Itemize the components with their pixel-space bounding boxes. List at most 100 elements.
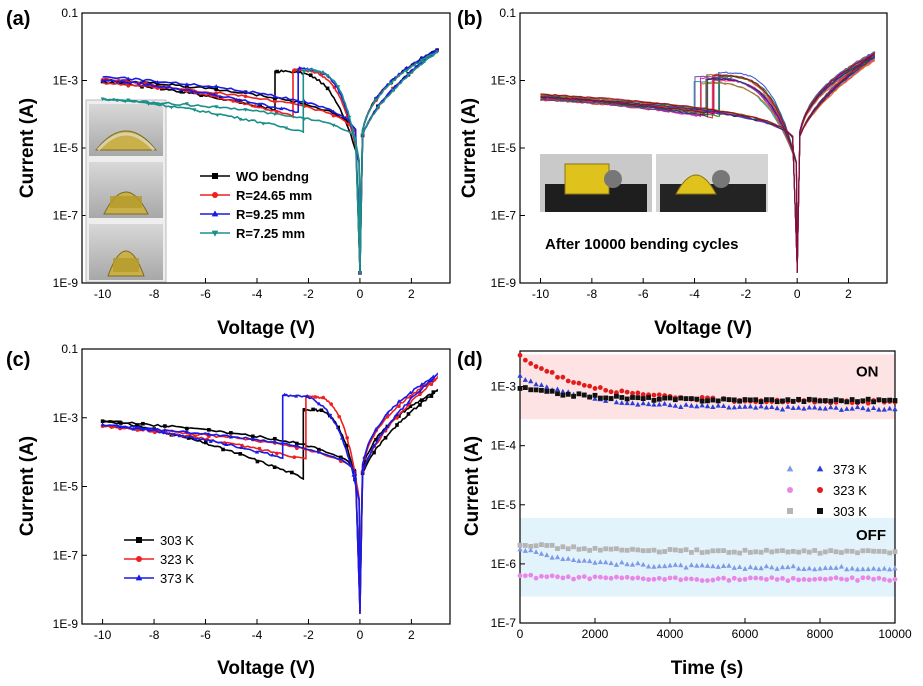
data-point bbox=[747, 564, 753, 570]
data-point bbox=[284, 126, 289, 131]
series-323-k-off bbox=[517, 572, 898, 584]
data-point bbox=[806, 565, 812, 571]
data-point bbox=[651, 401, 657, 407]
data-point bbox=[801, 577, 807, 582]
data-point bbox=[517, 573, 523, 579]
y-tick-label: 1E-3 bbox=[53, 411, 79, 425]
data-point bbox=[204, 440, 208, 445]
legend-marker-off bbox=[787, 487, 793, 493]
data-point bbox=[849, 405, 855, 411]
data-point bbox=[849, 548, 855, 554]
data-point bbox=[646, 395, 651, 400]
data-point bbox=[251, 434, 255, 439]
data-point bbox=[678, 548, 684, 554]
data-point bbox=[806, 396, 812, 402]
data-point bbox=[667, 395, 673, 401]
data-point bbox=[656, 396, 662, 402]
data-point bbox=[694, 547, 700, 553]
y-tick-label: 1E-7 bbox=[491, 616, 517, 630]
data-point bbox=[528, 543, 534, 549]
data-point bbox=[555, 546, 560, 552]
data-point bbox=[742, 397, 748, 402]
data-point bbox=[397, 404, 401, 409]
x-tick-label: -2 bbox=[303, 628, 314, 642]
series-line bbox=[102, 372, 438, 614]
data-point bbox=[699, 550, 705, 555]
data-point bbox=[231, 99, 235, 103]
data-point bbox=[614, 574, 619, 580]
data-point bbox=[731, 397, 737, 403]
data-point bbox=[769, 564, 775, 570]
data-point bbox=[295, 446, 299, 451]
data-point bbox=[302, 102, 306, 106]
data-point bbox=[764, 547, 769, 553]
data-point bbox=[640, 396, 646, 401]
data-point bbox=[396, 399, 401, 403]
data-point bbox=[571, 393, 576, 399]
data-point bbox=[587, 394, 593, 400]
data-point bbox=[162, 430, 167, 434]
data-point bbox=[892, 549, 898, 555]
data-point bbox=[715, 398, 721, 404]
data-point bbox=[613, 562, 620, 567]
data-point bbox=[635, 547, 641, 553]
panel-c: (c) -10 -8 -6 -4 -2 0 2 1E-9 1E-7 1E-5 1E-3 0.1 303… bbox=[6, 342, 451, 642]
data-point bbox=[549, 554, 555, 560]
data-point bbox=[790, 548, 796, 554]
data-point bbox=[199, 93, 203, 98]
iv-curves bbox=[100, 372, 438, 614]
data-point bbox=[892, 576, 898, 582]
legend-marker bbox=[211, 210, 219, 217]
data-point bbox=[833, 565, 839, 570]
data-point bbox=[672, 547, 678, 553]
data-point bbox=[838, 563, 845, 569]
legend-label: 373 K bbox=[160, 571, 194, 586]
data-point bbox=[635, 560, 641, 566]
data-point bbox=[742, 576, 748, 582]
data-point bbox=[603, 395, 609, 401]
data-point bbox=[726, 578, 732, 583]
data-point bbox=[881, 549, 887, 554]
data-point bbox=[715, 576, 721, 582]
data-point bbox=[785, 397, 791, 403]
data-point bbox=[141, 421, 145, 426]
data-point bbox=[817, 576, 823, 582]
data-point bbox=[855, 550, 860, 556]
band-label: OFF bbox=[856, 527, 886, 544]
x-tick-label: 0 bbox=[517, 627, 524, 641]
data-point bbox=[383, 435, 388, 440]
data-point bbox=[273, 99, 277, 104]
data-point bbox=[362, 454, 367, 459]
x-axis-title: Voltage (V) bbox=[654, 318, 752, 339]
bending-fixture-photo-2 bbox=[656, 154, 768, 212]
data-point bbox=[662, 395, 668, 401]
data-point bbox=[581, 557, 587, 563]
legend: 303 K 323 K 373 K bbox=[124, 533, 194, 586]
data-point bbox=[273, 97, 277, 101]
data-point bbox=[865, 548, 871, 554]
panel-label: (c) bbox=[6, 349, 30, 371]
data-point bbox=[295, 441, 299, 446]
data-point bbox=[538, 550, 545, 556]
data-point bbox=[699, 562, 705, 568]
data-point bbox=[555, 374, 560, 380]
data-point bbox=[635, 395, 641, 401]
data-point bbox=[571, 380, 576, 385]
data-point bbox=[731, 549, 737, 555]
data-point bbox=[155, 102, 160, 106]
data-point bbox=[833, 575, 839, 581]
data-point bbox=[662, 400, 668, 406]
data-point bbox=[645, 563, 652, 569]
data-point bbox=[640, 576, 646, 582]
data-point bbox=[747, 549, 753, 555]
data-point bbox=[699, 395, 705, 400]
data-point bbox=[876, 566, 882, 572]
data-point bbox=[844, 566, 850, 572]
x-tick-label: -8 bbox=[587, 287, 598, 301]
data-point bbox=[651, 564, 657, 569]
data-point bbox=[517, 386, 523, 391]
data-point bbox=[742, 403, 748, 409]
data-point bbox=[123, 99, 128, 104]
data-point bbox=[544, 388, 550, 394]
data-point bbox=[533, 364, 539, 369]
